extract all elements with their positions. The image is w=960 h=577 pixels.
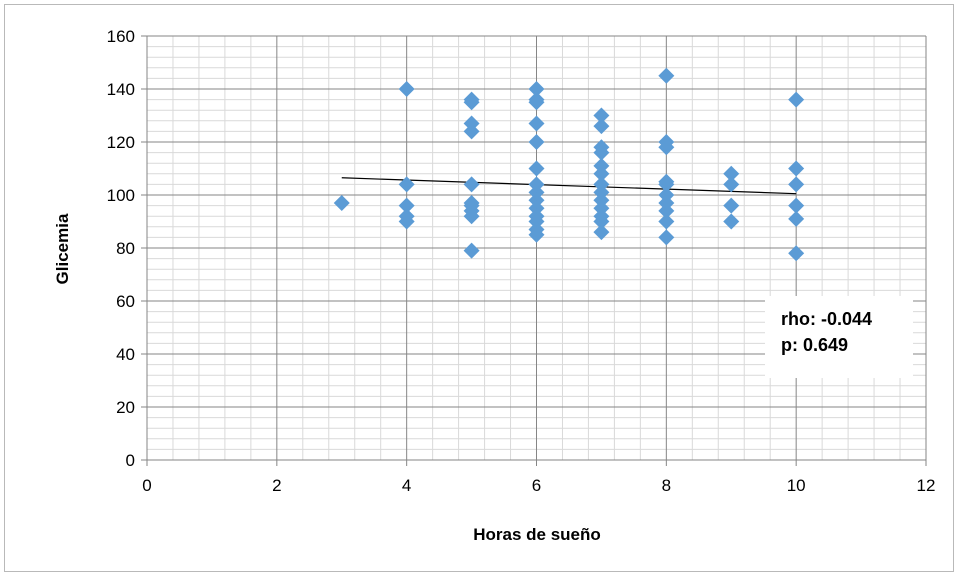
y-tick-label: 40	[116, 345, 135, 364]
data-point	[463, 123, 480, 140]
x-tick-label: 10	[787, 476, 806, 495]
rho-annotation: rho: -0.044	[781, 309, 873, 329]
y-tick-label: 140	[107, 80, 135, 99]
data-point	[658, 176, 675, 193]
data-point	[463, 94, 480, 111]
data-point	[788, 91, 805, 108]
data-point	[398, 213, 415, 230]
data-point	[723, 176, 740, 193]
y-tick-label: 0	[126, 451, 135, 470]
x-tick-label: 0	[142, 476, 151, 495]
data-point	[528, 81, 545, 97]
data-point	[593, 165, 610, 182]
x-tick-label: 4	[402, 476, 411, 495]
axes	[141, 35, 927, 466]
p-value-annotation: p: 0.649	[781, 335, 849, 355]
data-point	[788, 197, 805, 214]
data-point	[593, 107, 610, 124]
stats-annotation-box: rho: -0.044 p: 0.649	[765, 296, 913, 378]
data-point	[658, 213, 675, 230]
data-point	[528, 134, 545, 150]
data-point	[723, 165, 740, 182]
data-point	[398, 197, 415, 214]
data-point	[593, 118, 610, 135]
data-point	[788, 245, 805, 262]
data-point	[593, 224, 610, 241]
data-point	[658, 139, 675, 156]
y-axis-title: Glicemia	[53, 213, 72, 284]
data-point	[723, 213, 740, 230]
y-tick-label: 20	[116, 398, 135, 417]
data-point	[658, 202, 675, 219]
data-point	[463, 176, 480, 193]
y-tick-labels: 0 20 40 60 80 100 120 140 160	[107, 27, 135, 470]
data-point	[528, 226, 545, 243]
data-points	[333, 67, 805, 262]
data-point	[723, 197, 740, 214]
data-point	[398, 81, 415, 97]
y-tick-label: 120	[107, 133, 135, 152]
x-axis-title: Horas de sueño	[473, 525, 601, 544]
data-point	[528, 160, 545, 177]
data-point	[658, 67, 675, 84]
data-point	[398, 176, 415, 193]
data-point	[788, 210, 805, 227]
x-tick-label: 6	[532, 476, 541, 495]
x-tick-label: 8	[662, 476, 671, 495]
y-tick-label: 100	[107, 186, 135, 205]
x-tick-label: 12	[917, 476, 936, 495]
data-point	[593, 144, 610, 161]
data-point	[463, 242, 480, 259]
trendline	[341, 177, 797, 195]
y-tick-label: 160	[107, 27, 135, 46]
data-point	[528, 115, 545, 132]
data-point	[463, 208, 480, 225]
y-tick-label: 60	[116, 292, 135, 311]
data-point	[658, 229, 675, 246]
data-point	[593, 213, 610, 230]
data-point	[333, 194, 350, 211]
data-point	[528, 94, 545, 111]
data-point	[788, 160, 805, 177]
trendline-layer	[341, 177, 797, 195]
x-tick-labels: 0 2 4 6 8 10 12	[142, 476, 935, 495]
y-tick-label: 80	[116, 239, 135, 258]
x-tick-label: 2	[272, 476, 281, 495]
data-point	[788, 176, 805, 193]
